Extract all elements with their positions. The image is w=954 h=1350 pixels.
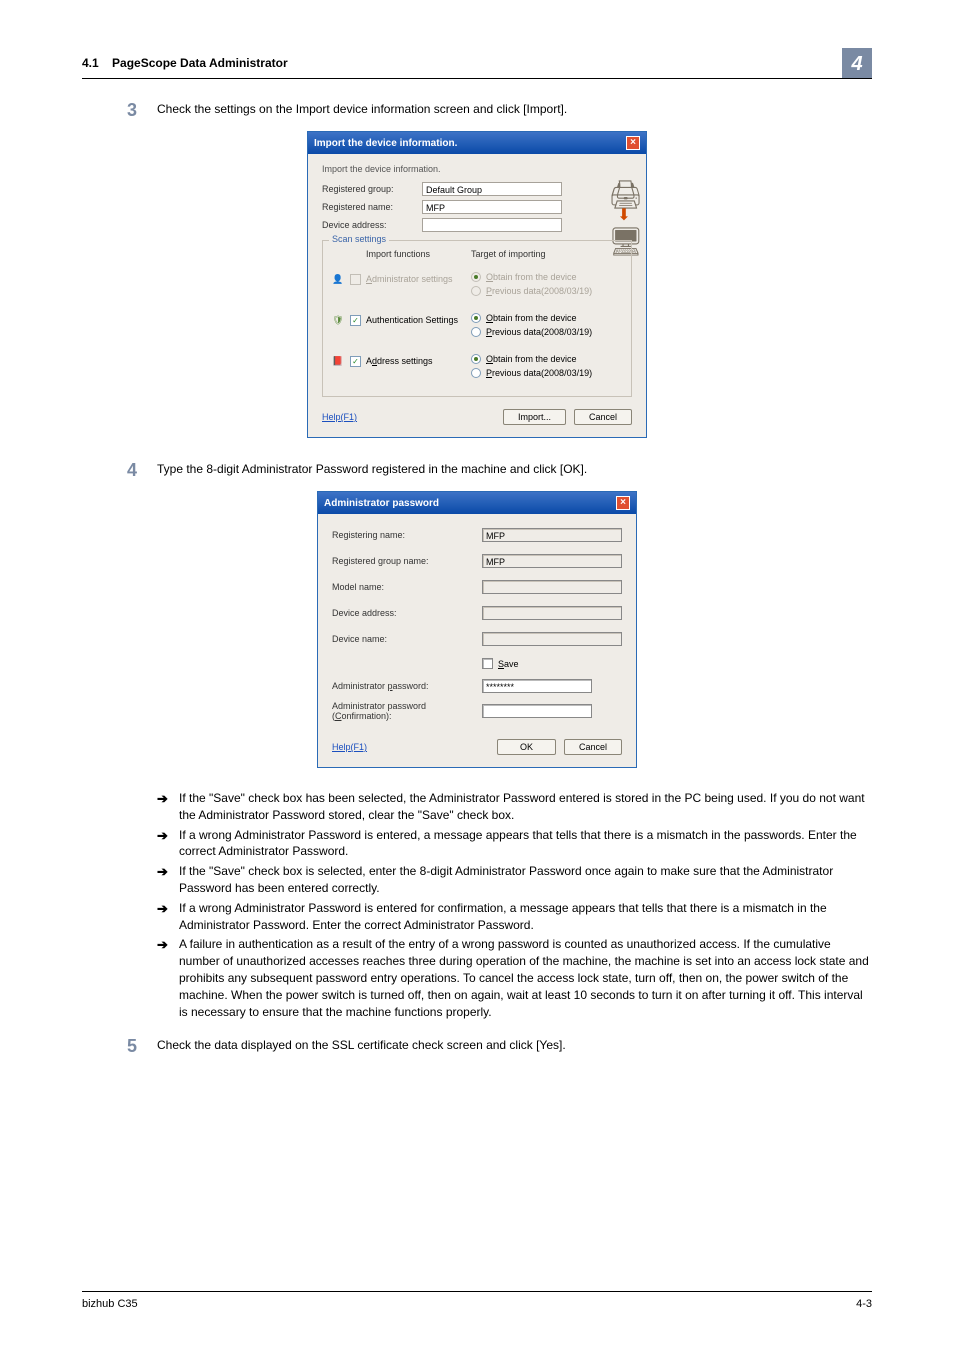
step-3-text: Check the settings on the Import device … (157, 100, 872, 118)
auth-prev-label: Previous data(2008/03/19) (486, 327, 592, 337)
help-link[interactable]: Help(F1) (322, 412, 357, 422)
registering-name-input: MFP (482, 528, 622, 542)
device-name-input (482, 632, 622, 646)
registered-group-label: Registered group: (322, 184, 422, 194)
device-address-input[interactable] (422, 218, 562, 232)
device-address-label2: Device address: (332, 608, 482, 618)
auth-icon: 🛡 (331, 313, 345, 327)
note-1: If the "Save" check box has been selecte… (179, 790, 872, 824)
import-button[interactable]: Import... (503, 409, 566, 425)
admin-pw-label: Administrator password: (332, 681, 482, 691)
step-5-number: 5 (82, 1036, 157, 1055)
header-section: 4.1 PageScope Data Administrator (82, 56, 288, 70)
step-5-text: Check the data displayed on the SSL cert… (157, 1036, 872, 1054)
admin-prev-radio (471, 286, 481, 296)
note-3: If the "Save" check box is selected, ent… (179, 863, 872, 897)
dialog2-titlebar: Administrator password × (318, 492, 636, 514)
admin-obtain-radio (471, 272, 481, 282)
admin-password-dialog: Administrator password × Registering nam… (317, 491, 637, 768)
user-icon: 👤 (331, 272, 345, 286)
arrow-icon: ➔ (157, 936, 179, 1020)
footer-right: 4-3 (856, 1298, 872, 1310)
section-number: 4.1 (82, 56, 99, 70)
dialog-subtitle: Import the device information. (322, 164, 632, 174)
addr-obtain-radio[interactable] (471, 354, 481, 364)
admin-password-confirm-input[interactable] (482, 704, 592, 718)
dialog-title-text: Import the device information. (314, 138, 457, 149)
footer-rule (82, 1291, 872, 1292)
auth-settings-label: Authentication Settings (366, 315, 458, 325)
header-rule (82, 78, 872, 79)
footer-left: bizhub C35 (82, 1298, 138, 1310)
admin-prev-label: Previous data(2008/03/19) (486, 286, 592, 296)
arrow-icon: ➔ (157, 827, 179, 861)
model-name-label: Model name: (332, 582, 482, 592)
import-functions-header: Import functions (366, 249, 430, 259)
help-link2[interactable]: Help(F1) (332, 742, 367, 752)
addr-prev-radio[interactable] (471, 368, 481, 378)
cancel-button[interactable]: Cancel (574, 409, 632, 425)
admin-obtain-label: Obtain from the device (486, 272, 577, 282)
admin-password-input[interactable]: ******** (482, 679, 592, 693)
registered-name-label: Registered name: (322, 202, 422, 212)
registered-group-name-label: Registered group name: (332, 556, 482, 566)
notes-list: ➔If the "Save" check box has been select… (157, 790, 872, 1020)
addr-prev-label: Previous data(2008/03/19) (486, 368, 592, 378)
arrow-icon: ➔ (157, 790, 179, 824)
arrow-icon: ➔ (157, 863, 179, 897)
auth-prev-radio[interactable] (471, 327, 481, 337)
scan-settings-legend: Scan settings (329, 234, 389, 244)
address-icon: 📕 (331, 354, 345, 368)
import-device-dialog: Import the device information. × 🖨⬇🖥 Imp… (307, 131, 647, 438)
close-icon[interactable]: × (616, 496, 630, 510)
step-4-number: 4 (82, 460, 157, 479)
note-2: If a wrong Administrator Password is ent… (179, 827, 872, 861)
dialog2-title-text: Administrator password (324, 498, 439, 509)
arrow-icon: ➔ (157, 900, 179, 934)
admin-pw-confirm-label: Administrator password (Confirmation): (332, 701, 482, 721)
admin-settings-label: Administrator settings (366, 274, 453, 284)
save-label: Save (498, 659, 519, 669)
target-header: Target of importing (471, 249, 546, 259)
section-title: PageScope Data Administrator (112, 56, 288, 70)
chapter-badge: 4 (842, 48, 872, 78)
note-5: A failure in authentication as a result … (179, 936, 872, 1020)
device-name-label: Device name: (332, 634, 482, 644)
auth-settings-checkbox[interactable]: ✓ (350, 315, 361, 326)
dialog-titlebar: Import the device information. × (308, 132, 646, 154)
registered-group-name-input: MFP (482, 554, 622, 568)
device-address-input2 (482, 606, 622, 620)
address-settings-label: Address settings (366, 356, 433, 366)
device-address-label: Device address: (322, 220, 422, 230)
cancel-button2[interactable]: Cancel (564, 739, 622, 755)
model-name-input (482, 580, 622, 594)
addr-obtain-label: Obtain from the device (486, 354, 577, 364)
address-settings-checkbox[interactable]: ✓ (350, 356, 361, 367)
save-checkbox[interactable] (482, 658, 493, 669)
close-icon[interactable]: × (626, 136, 640, 150)
step-4-text: Type the 8-digit Administrator Password … (157, 460, 872, 478)
step-3-number: 3 (82, 100, 157, 119)
mfp-icon: 🖨⬇🖥 (608, 178, 640, 232)
auth-obtain-label: Obtain from the device (486, 313, 577, 323)
registered-name-input[interactable]: MFP (422, 200, 562, 214)
note-4: If a wrong Administrator Password is ent… (179, 900, 872, 934)
ok-button[interactable]: OK (497, 739, 556, 755)
registered-group-input[interactable]: Default Group (422, 182, 562, 196)
auth-obtain-radio[interactable] (471, 313, 481, 323)
registering-name-label: Registering name: (332, 530, 482, 540)
admin-settings-checkbox (350, 274, 361, 285)
